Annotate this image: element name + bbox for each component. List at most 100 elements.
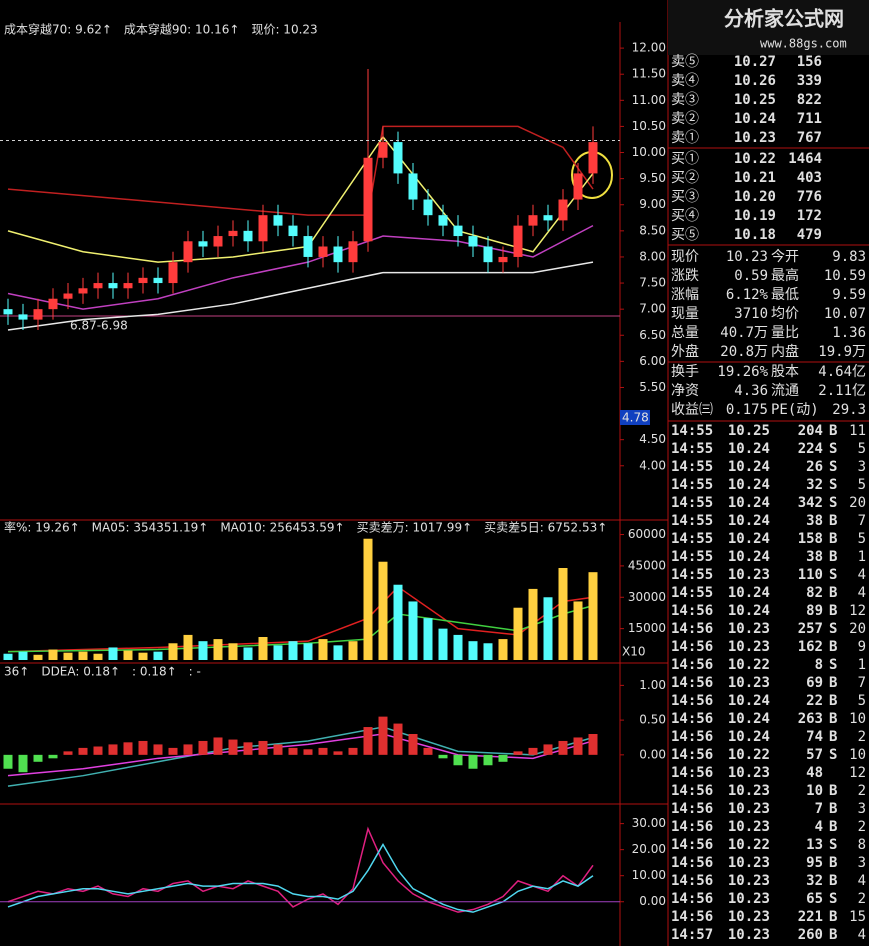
panel-header: 买卖差5日: 6752.53↑	[484, 521, 607, 535]
trade-price: 10.24	[728, 513, 770, 529]
candle-body	[183, 241, 193, 263]
trade-volume: 69	[806, 675, 823, 691]
panel-header: 率%: 19.26↑	[4, 520, 80, 535]
trade-side: S	[829, 657, 837, 673]
stat-label: 均价	[771, 306, 799, 322]
trade-price: 10.24	[728, 531, 770, 547]
candle-body	[573, 173, 583, 200]
trade-count: 10	[849, 747, 866, 763]
book-label: 卖①	[671, 130, 699, 146]
stat-value: 4.64亿	[818, 364, 866, 380]
trade-volume: 38	[806, 513, 823, 529]
dde-bar	[333, 751, 343, 755]
stat-value: 29.3	[832, 402, 866, 418]
trade-price: 10.23	[728, 765, 770, 781]
trade-price: 10.23	[728, 675, 770, 691]
stat-label: 今开	[771, 249, 799, 265]
book-price: 10.19	[734, 208, 776, 224]
trade-side: S	[829, 477, 837, 493]
trade-volume: 224	[798, 441, 823, 457]
dde-bar	[183, 744, 193, 755]
trade-side: B	[829, 873, 837, 889]
trade-volume: 38	[806, 549, 823, 565]
panel-header: MA05: 354351.19↑	[92, 521, 209, 535]
candle-body	[528, 215, 538, 226]
volume-bar	[453, 634, 463, 660]
y-tick-label: 15000	[628, 621, 666, 635]
trade-time: 14:55	[671, 495, 713, 511]
dde-bar	[213, 737, 223, 755]
volume-bar	[393, 584, 403, 660]
trade-volume: 95	[806, 855, 823, 871]
stat-label: 流通	[771, 383, 799, 399]
trade-price: 10.24	[728, 441, 770, 457]
trade-side: S	[829, 495, 837, 511]
book-volume: 776	[797, 189, 822, 205]
stat-label: 现量	[671, 306, 699, 322]
y-tick-label: 0.00	[639, 747, 666, 761]
dde-bar	[453, 754, 463, 766]
stat-value: 10.07	[824, 306, 866, 322]
trade-side: B	[829, 783, 837, 799]
trade-time: 14:56	[671, 891, 713, 907]
stat-label: 总量	[671, 325, 699, 341]
y-tick-label: 10.00	[632, 868, 666, 882]
dde-bar	[168, 747, 178, 755]
trade-volume: 26	[806, 459, 823, 475]
volume-bar	[288, 641, 298, 660]
trade-side: B	[829, 927, 837, 943]
candle-body	[303, 236, 313, 257]
y-tick-label: 9.50	[639, 171, 666, 185]
y-tick-label: 5.50	[639, 380, 666, 394]
trade-time: 14:56	[671, 819, 713, 835]
candle-body	[78, 288, 88, 294]
volume-bar	[33, 654, 43, 660]
book-label: 卖③	[671, 92, 699, 108]
volume-bar	[423, 618, 433, 660]
trade-volume: 65	[806, 891, 823, 907]
trade-count: 5	[858, 441, 866, 457]
y-tick-label: 10.00	[632, 145, 666, 159]
dde-bar	[423, 747, 433, 755]
trade-volume: 110	[798, 567, 823, 583]
trade-volume: 7	[815, 801, 823, 817]
dde-bar	[408, 734, 418, 755]
trade-side: B	[829, 801, 837, 817]
candle-body	[348, 241, 358, 263]
trade-side: B	[829, 639, 837, 655]
trade-count: 5	[858, 531, 866, 547]
candle-body	[363, 157, 373, 242]
dde-bar	[513, 751, 523, 755]
dde-bar	[108, 744, 118, 755]
dde-bar	[198, 740, 208, 755]
y-tick-label: 12.00	[632, 41, 666, 55]
trade-side: B	[829, 585, 837, 601]
trade-time: 14:56	[671, 783, 713, 799]
candle-body	[318, 246, 328, 257]
candle-body	[513, 225, 523, 257]
book-label: 买⑤	[671, 227, 699, 243]
trade-count: 2	[858, 891, 866, 907]
trade-price: 10.24	[728, 711, 770, 727]
book-label: 卖④	[671, 73, 699, 89]
dde-bar	[558, 740, 568, 755]
trade-time: 14:55	[671, 459, 713, 475]
trade-count: 5	[858, 477, 866, 493]
trade-side: S	[829, 837, 837, 853]
volume-bar	[408, 601, 418, 660]
stat-label: 收益㈢	[671, 402, 713, 418]
stat-label: 量比	[771, 325, 799, 341]
dde-bar	[153, 744, 163, 755]
volume-bar	[3, 653, 13, 660]
trade-time: 14:57	[671, 927, 713, 943]
volume-bar	[168, 643, 178, 660]
dde-bar	[573, 737, 583, 755]
book-volume: 339	[797, 73, 822, 89]
trade-side: B	[829, 423, 837, 439]
trade-price: 10.23	[728, 621, 770, 637]
trade-side: B	[829, 549, 837, 565]
stat-value: 0.59	[734, 268, 768, 284]
volume-bar	[123, 650, 133, 660]
indicator-line	[7, 261, 594, 331]
volume-bar	[333, 645, 343, 660]
